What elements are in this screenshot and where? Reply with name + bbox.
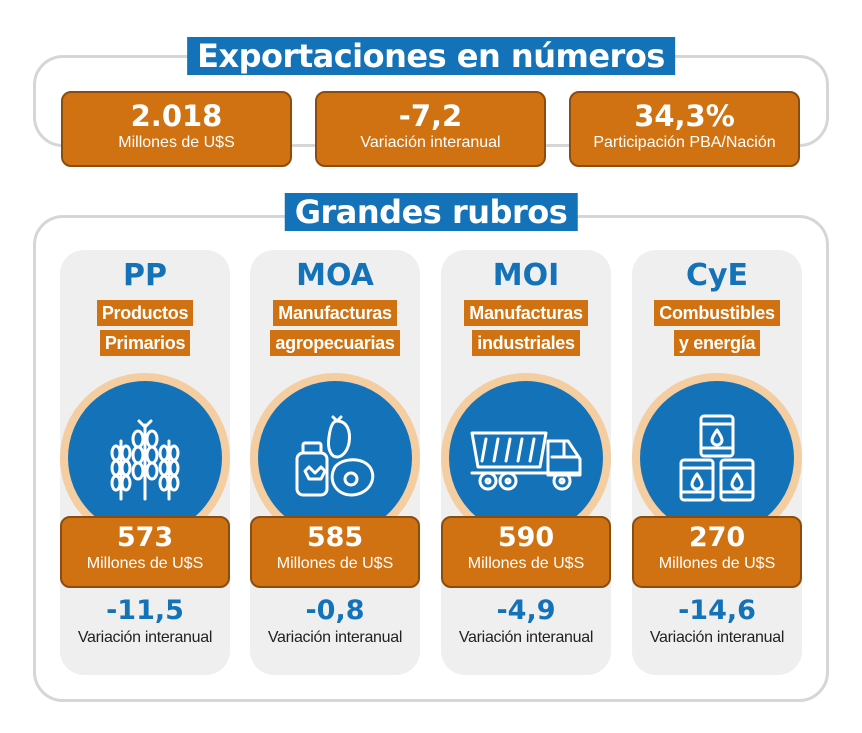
rubro-card-moi: MOI Manufacturas industriales bbox=[441, 250, 611, 675]
rubro-variation-label: Variación interanual bbox=[267, 629, 403, 646]
rubro-value: 590 bbox=[497, 522, 555, 553]
kpi-value: 2.018 bbox=[130, 99, 223, 133]
icon-circle bbox=[68, 381, 222, 535]
icon-ring bbox=[441, 373, 611, 543]
icon-ring bbox=[60, 373, 230, 543]
rubro-name: Productos Primarios bbox=[60, 300, 230, 360]
kpi-label: Millones de U$S bbox=[118, 134, 235, 151]
agro-food-icon bbox=[295, 415, 375, 497]
icon-ring bbox=[250, 373, 420, 543]
wheat-icon bbox=[110, 419, 180, 501]
value-box: 585 Millones de U$S bbox=[250, 516, 420, 588]
rubro-name-line: y energía bbox=[673, 330, 761, 356]
kpi-variation: -7,2 Variación interanual bbox=[315, 91, 546, 167]
rubro-code: MOI bbox=[492, 258, 560, 293]
rubro-variation-label: Variación interanual bbox=[458, 629, 594, 646]
icon-circle bbox=[640, 381, 794, 535]
rubro-name: Combustibles y energía bbox=[632, 300, 802, 360]
rubro-name-line: Manufacturas bbox=[273, 300, 397, 326]
rubro-name: Manufacturas industriales bbox=[441, 300, 611, 360]
rubro-name: Manufacturas agropecuarias bbox=[250, 300, 420, 360]
rubro-value: 573 bbox=[116, 522, 174, 553]
rubro-unit: Millones de U$S bbox=[658, 555, 776, 572]
kpi-value: 34,3% bbox=[634, 99, 735, 133]
page-title: Exportaciones en números bbox=[187, 37, 675, 75]
icon-ring bbox=[632, 373, 802, 543]
kpi-label: Participación PBA/Nación bbox=[593, 134, 776, 151]
rubro-variation-label: Variación interanual bbox=[649, 629, 785, 646]
kpi-participation: 34,3% Participación PBA/Nación bbox=[569, 91, 800, 167]
kpi-label: Variación interanual bbox=[360, 134, 501, 151]
rubro-card-cye: CyE Combustibles y energía 270 Millon bbox=[632, 250, 802, 675]
rubro-name-line: Combustibles bbox=[654, 300, 780, 326]
dump-truck-icon bbox=[470, 431, 582, 491]
rubro-name-line: agropecuarias bbox=[270, 330, 400, 356]
rubro-name-line: industriales bbox=[472, 330, 580, 356]
rubro-variation: -11,5 bbox=[106, 595, 184, 626]
rubro-variation-label: Variación interanual bbox=[77, 629, 213, 646]
rubro-name-line: Manufacturas bbox=[464, 300, 588, 326]
rubro-variation: -14,6 bbox=[678, 595, 756, 626]
rubro-card-moa: MOA Manufacturas agropecuarias 585 Millo… bbox=[250, 250, 420, 675]
rubro-name-line: Primarios bbox=[99, 330, 191, 356]
icon-circle bbox=[258, 381, 412, 535]
rubro-variation: -4,9 bbox=[496, 595, 556, 626]
rubro-value: 585 bbox=[306, 522, 364, 553]
value-box: 590 Millones de U$S bbox=[441, 516, 611, 588]
rubro-unit: Millones de U$S bbox=[467, 555, 585, 572]
rubro-value: 270 bbox=[688, 522, 746, 553]
rubro-unit: Millones de U$S bbox=[86, 555, 204, 572]
oil-barrels-icon bbox=[679, 414, 755, 502]
rubro-name-line: Productos bbox=[96, 300, 194, 326]
rubro-unit: Millones de U$S bbox=[276, 555, 394, 572]
rubro-card-pp: PP Productos Primarios bbox=[60, 250, 230, 675]
rubro-code: CyE bbox=[685, 258, 749, 293]
value-box: 573 Millones de U$S bbox=[60, 516, 230, 588]
kpi-total-exports: 2.018 Millones de U$S bbox=[61, 91, 292, 167]
icon-circle bbox=[449, 381, 603, 535]
rubro-code: MOA bbox=[296, 258, 374, 293]
kpi-value: -7,2 bbox=[398, 99, 463, 133]
value-box: 270 Millones de U$S bbox=[632, 516, 802, 588]
rubro-variation: -0,8 bbox=[305, 595, 365, 626]
section-title: Grandes rubros bbox=[284, 193, 578, 231]
rubro-code: PP bbox=[123, 258, 167, 293]
